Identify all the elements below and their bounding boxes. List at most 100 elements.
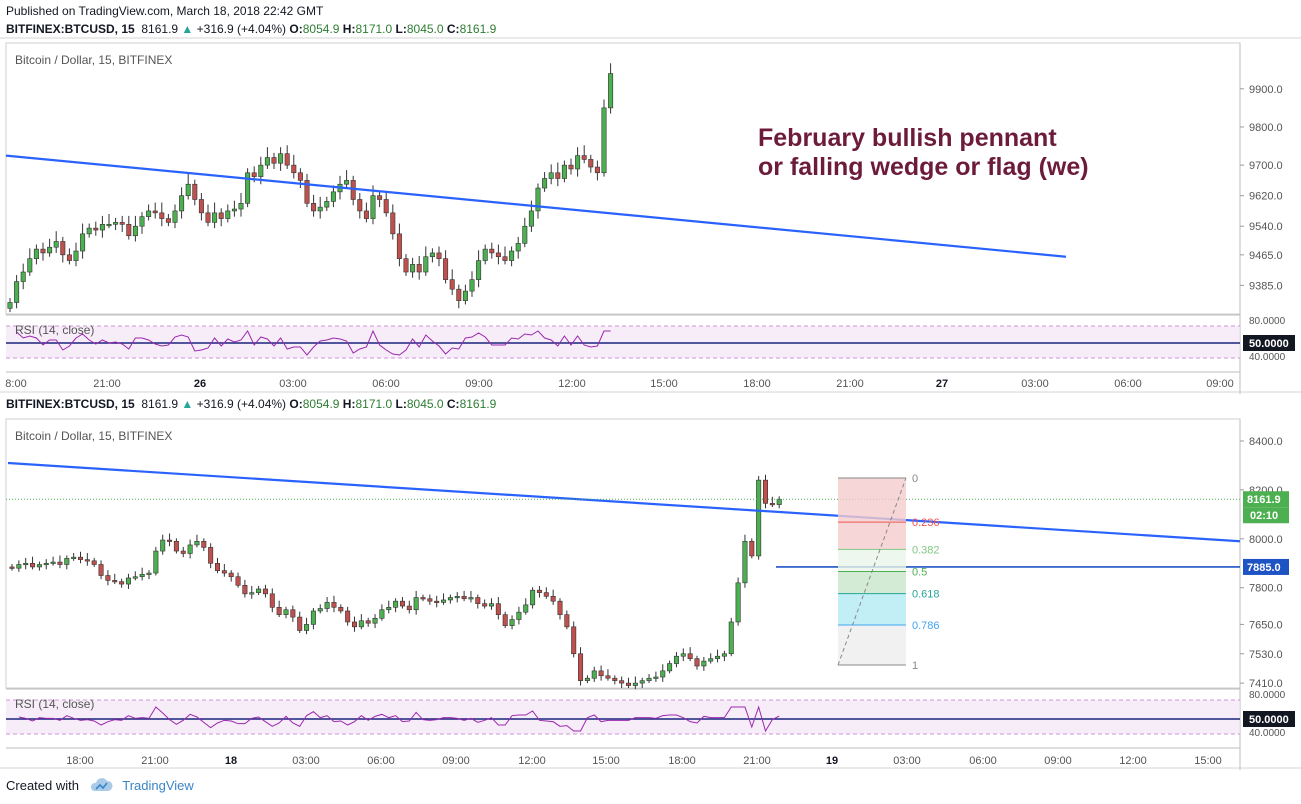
top-candle [258,164,264,177]
bottom-candle [632,682,638,686]
top-x-tick-label: 09:00 [465,378,493,390]
top-candle [311,203,317,212]
top-candle [212,212,218,223]
top-candle [284,153,290,166]
bottom-symbol[interactable]: BITFINEX:BTCUSD, 15 [6,397,135,411]
top-rsi-tick: 80.0000 [1249,316,1286,327]
bottom-candle [324,602,330,609]
top-y-tick-label: 9540.0 [1249,221,1283,233]
top-candle [179,195,185,212]
top-candle [436,252,442,259]
top-candle [99,224,105,231]
top-x-tick-label: 03:00 [1021,378,1049,390]
bottom-candle [495,603,501,615]
top-y-tick-label: 9900.0 [1249,84,1283,96]
bottom-candle [776,498,782,505]
top-candle [225,210,231,219]
bottom-candle [756,479,762,557]
bottom-candle [701,660,707,667]
bottom-candle [399,600,405,607]
top-candle [509,250,515,261]
bottom-candle [338,606,344,612]
bottom-candle [728,621,734,655]
bottom-candle [598,670,604,677]
bottom-candle [105,575,111,581]
bottom-candle [173,540,179,552]
bottom-rsi-tick: 80.0000 [1249,690,1286,701]
bottom-candle [721,653,727,657]
top-candle [581,155,587,160]
top-candle [522,225,528,244]
top-candle [53,241,59,248]
bottom-y-tick-label: 7800.0 [1249,583,1283,595]
top-candle [429,252,435,258]
bottom-candle [694,658,700,667]
top-candle [528,210,534,227]
bottom-candle [468,597,474,600]
bottom-chart-title: Bitcoin / Dollar, 15, BITFINEX [15,429,172,443]
top-candle [390,212,396,235]
bottom-candle [351,621,357,628]
bottom-candle [160,539,166,552]
bottom-change: +316.9 (+4.04%) [196,397,287,411]
bottom-x-tick-label: 06:00 [367,755,395,767]
top-candle [139,216,145,227]
top-rsi-tick: 40.0000 [1249,352,1286,363]
top-candle [205,212,211,223]
bottom-candle [406,605,412,611]
bottom-candle [482,603,488,607]
top-candle [47,246,53,254]
top-candle [575,155,581,170]
up-arrow-icon: ▲ [181,22,194,36]
bottom-rsi-line [18,705,780,733]
bottom-candle [762,479,768,504]
fib-zone [838,549,906,572]
bottom-candle [461,595,467,600]
top-x-tick-label: 26 [194,378,206,390]
top-candle [126,224,132,237]
bottom-candle [427,598,433,602]
fib-level-label: 0 [912,473,918,485]
bottom-low: 8045.0 [406,397,444,411]
bottom-x-tick-label: 06:00 [969,755,997,767]
top-symbol[interactable]: BITFINEX:BTCUSD, 15 [6,22,135,36]
bottom-candle [372,618,378,624]
bottom-x-tick-label: 09:00 [1044,755,1072,767]
bottom-candle [297,616,303,631]
bottom-candle [16,564,22,569]
top-candle [271,157,277,164]
bottom-candle [235,576,241,586]
bottom-symbol-legend: BITFINEX:BTCUSD, 15 8161.9 ▲ +316.9 (+4.… [6,397,497,411]
bottom-candle [71,556,77,559]
horizontal-level-badge [1243,558,1289,575]
bottom-candle [749,540,755,557]
bottom-candle [488,603,494,607]
bottom-candle [578,653,584,681]
bottom-candle [358,620,364,628]
top-candle [502,256,508,261]
top-candle [192,183,198,200]
bottom-y-tick-label: 8000.0 [1249,534,1283,546]
top-candle [165,218,171,223]
bottom-candle [78,556,84,560]
bottom-candle [201,540,207,548]
top-chart-title: Bitcoin / Dollar, 15, BITFINEX [15,53,172,67]
bottom-rsi-level-badge [1243,711,1295,727]
top-candle [370,195,376,219]
top-x-tick-label: 18:00 [743,378,771,390]
top-candle [27,258,33,273]
bottom-y-tick-label: 8400.0 [1249,436,1283,448]
bottom-candle [673,655,679,664]
bottom-candle [119,581,125,585]
top-candle [152,210,158,214]
tradingview-link[interactable]: TradingView [122,778,194,793]
top-candle [608,73,614,109]
bottom-candle [386,606,392,611]
bottom-x-tick-label: 03:00 [292,755,320,767]
top-x-tick-label: 09:00 [1206,378,1234,390]
top-candle [416,264,422,273]
bottom-candle [36,564,42,568]
bottom-candle [646,677,652,681]
top-candle [535,187,541,212]
